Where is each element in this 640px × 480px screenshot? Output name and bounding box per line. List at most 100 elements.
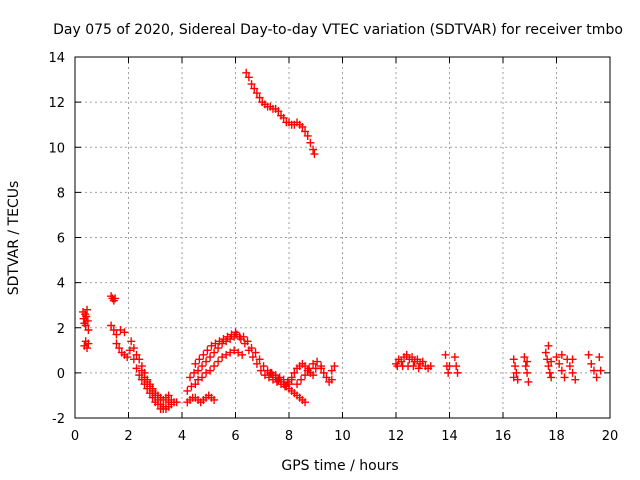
data-point [264,373,273,382]
data-point [112,339,121,348]
data-point [441,350,450,359]
data-point [544,362,553,371]
data-point [172,398,181,407]
data-point [206,353,215,362]
data-point [199,350,208,359]
data-point [453,368,462,377]
tick-layer: 0 2 4 6 8 10 12 14 16 18 20 -2 0 2 4 6 8 10 12 14 [48,51,618,444]
data-point [317,364,326,373]
x-tick-label: 4 [178,429,186,444]
data-point [552,353,561,362]
data-point [251,348,260,357]
data-point [589,366,598,375]
data-point [512,368,521,377]
data-point [587,359,596,368]
data-point [190,368,199,377]
data-point [148,384,157,393]
data-point [290,368,299,377]
data-point [513,375,522,384]
data-point [545,368,554,377]
data-point [83,344,92,353]
data-point [111,294,120,303]
data-point [84,339,93,348]
data-point [330,362,339,371]
data-point [123,353,132,362]
data-point [298,122,307,131]
data-point [202,368,211,377]
data-point [509,373,518,382]
data-point [327,375,336,384]
data-point [234,348,243,357]
data-point [120,328,129,337]
data-point [541,348,550,357]
data-point [283,377,292,386]
grid-layer [75,57,610,418]
data-point [445,362,454,371]
data-point [408,353,417,362]
data-point [560,373,569,382]
x-tick-label: 6 [231,429,239,444]
data-point [303,131,312,140]
data-point [309,359,318,368]
data-point [557,350,566,359]
data-point [252,359,261,368]
x-tick-label: 0 [71,429,79,444]
data-point [260,371,269,380]
data-point [413,355,422,364]
data-point [194,375,203,384]
data-point [509,355,518,364]
data-point [186,373,195,382]
data-point [520,353,529,362]
data-point [306,138,315,147]
data-point [129,344,138,353]
data-point [222,350,231,359]
data-point [211,339,220,348]
data-point [557,366,566,375]
data-point [218,353,227,362]
data-point [210,348,219,357]
data-point [84,326,93,335]
data-point [543,355,552,364]
data-point [238,350,247,359]
data-point [595,353,604,362]
data-point [202,357,211,366]
data-point [207,341,216,350]
x-tick-label: 20 [602,429,619,444]
data-point [293,380,302,389]
data-point [287,373,296,382]
data-point [301,362,310,371]
data-point [523,357,532,366]
data-point [187,382,196,391]
data-point [215,337,224,346]
data-point [571,375,580,384]
data-point [116,326,125,335]
data-point [167,395,176,404]
data-point [450,353,459,362]
data-point [81,321,90,330]
y-tick-label: 12 [48,96,65,111]
x-tick-label: 2 [124,429,132,444]
data-point [310,150,319,159]
data-point [418,357,427,366]
data-point [444,368,453,377]
points-layer [79,68,605,413]
data-point [452,362,461,371]
data-point [322,373,331,382]
y-tick-label: 8 [57,186,65,201]
data-point [250,84,259,93]
data-point [247,80,256,89]
data-point [327,366,336,375]
data-point [198,362,207,371]
data-point [511,362,520,371]
data-point [247,344,256,353]
data-point [279,113,288,122]
data-point [132,364,141,373]
x-tick-label: 16 [495,429,512,444]
data-point [309,371,318,380]
x-tick-label: 18 [548,429,565,444]
data-point [248,353,257,362]
data-point [135,371,144,380]
data-point [596,366,605,375]
data-point [259,362,268,371]
data-point [226,348,235,357]
